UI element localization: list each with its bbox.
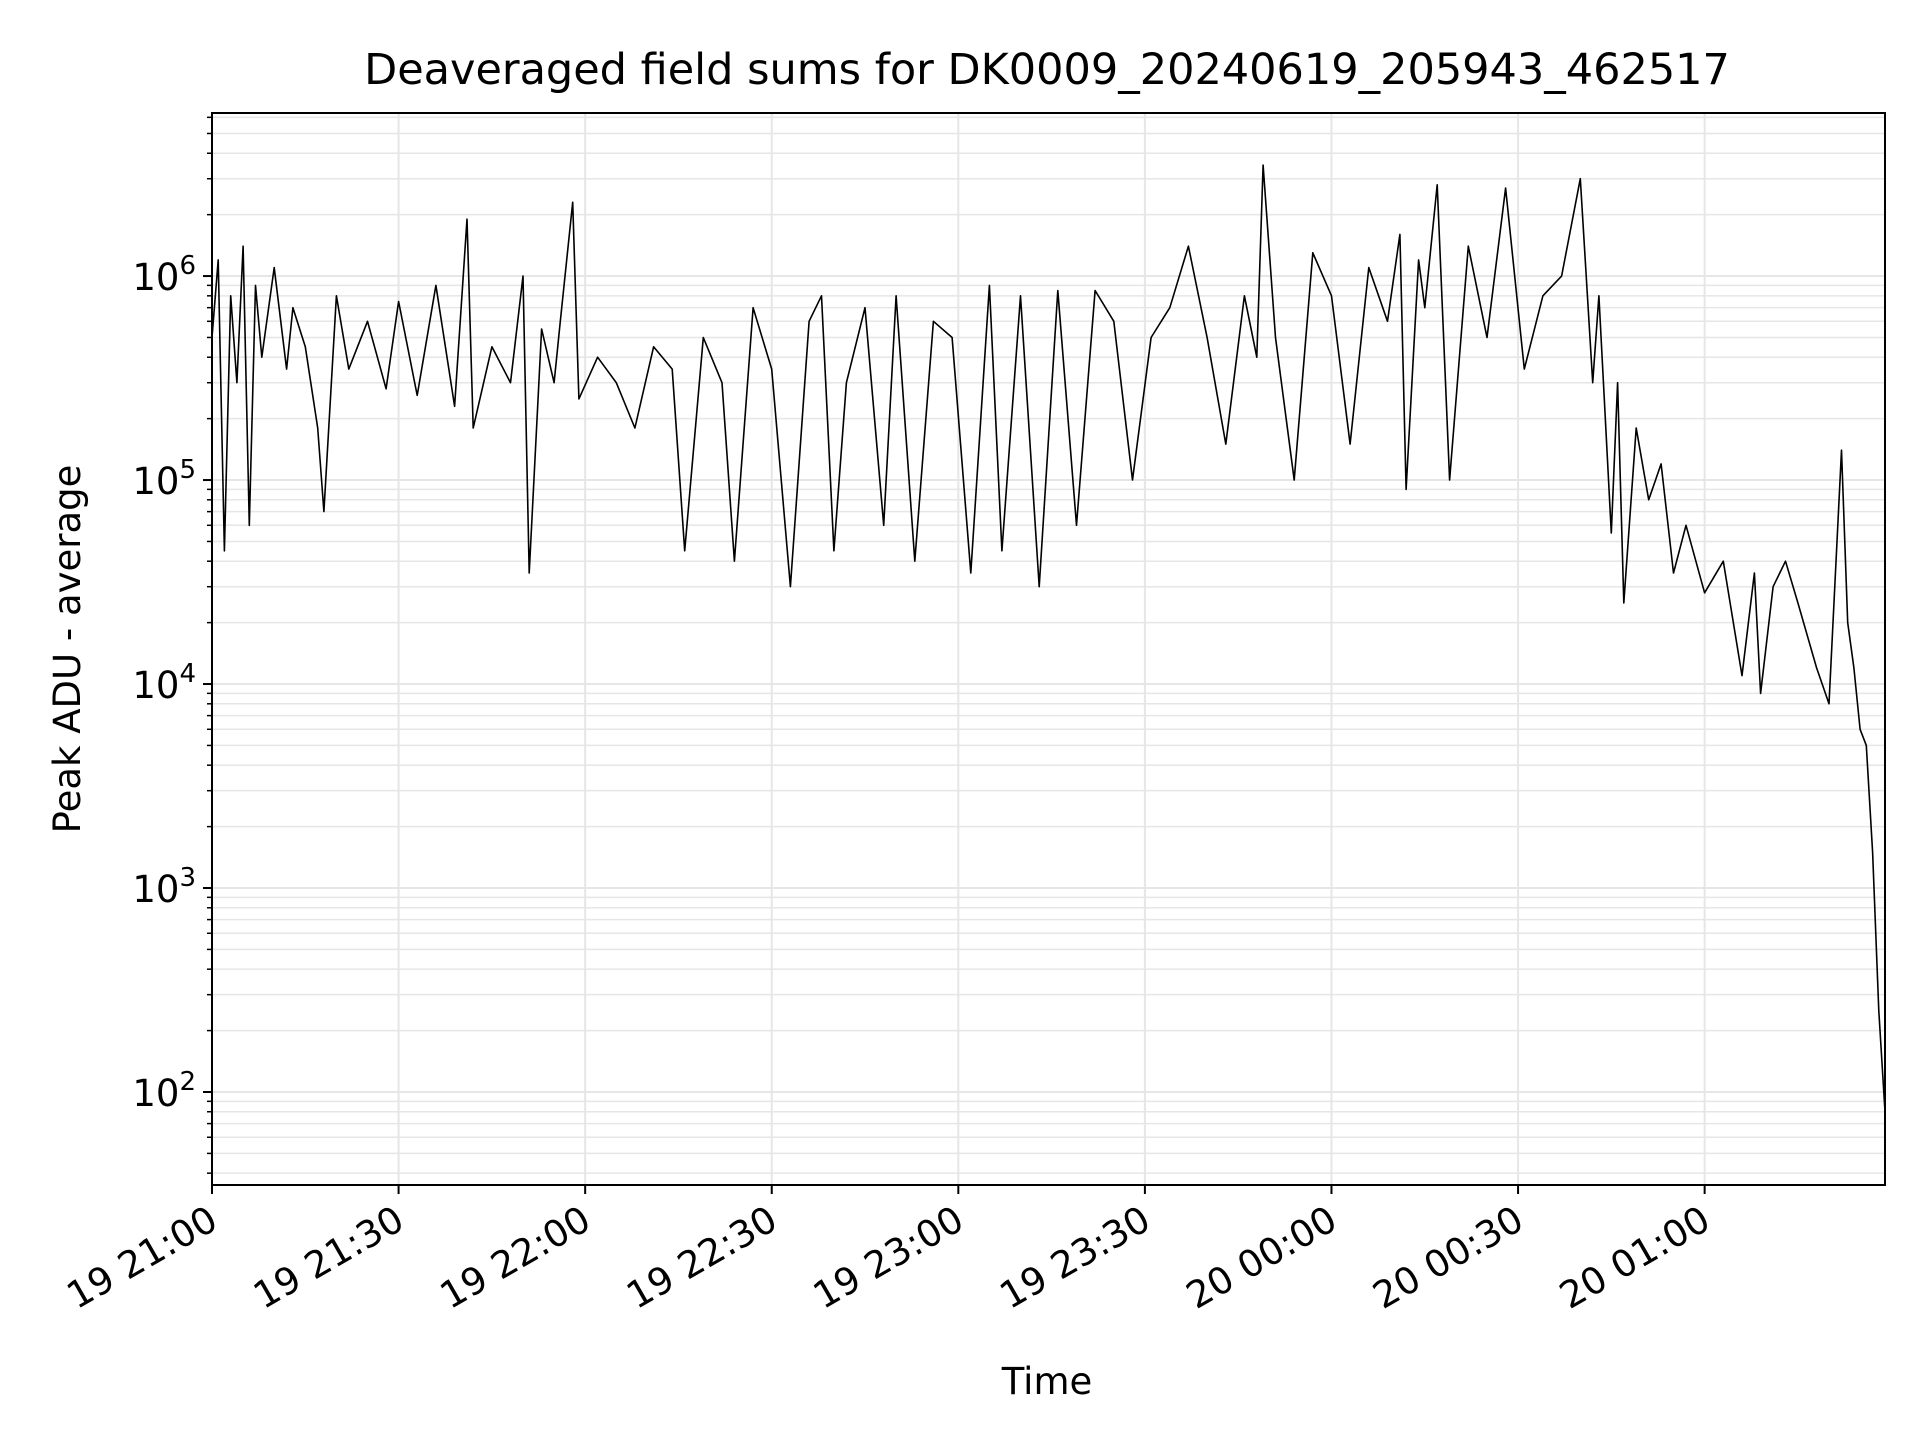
y-tick-label: 106	[132, 251, 196, 299]
y-tick-label: 103	[132, 863, 196, 911]
grid-layer	[211, 113, 1885, 1185]
y-tick-label: 102	[132, 1067, 196, 1115]
chart-title: Deaveraged field sums for DK0009_2024061…	[364, 45, 1730, 95]
y-tick-labels: 102 103 104 105 106	[132, 251, 196, 1115]
series-line	[211, 164, 1886, 1112]
x-axis-label: Time	[1001, 1360, 1093, 1403]
y-tick-label: 105	[132, 455, 196, 503]
y-axis-label: Peak ADU - average	[46, 465, 89, 834]
tick-layer	[203, 116, 1706, 1194]
y-tick-label: 104	[132, 659, 196, 707]
line-layer	[211, 164, 1886, 1112]
plot-frame	[211, 112, 1886, 1186]
